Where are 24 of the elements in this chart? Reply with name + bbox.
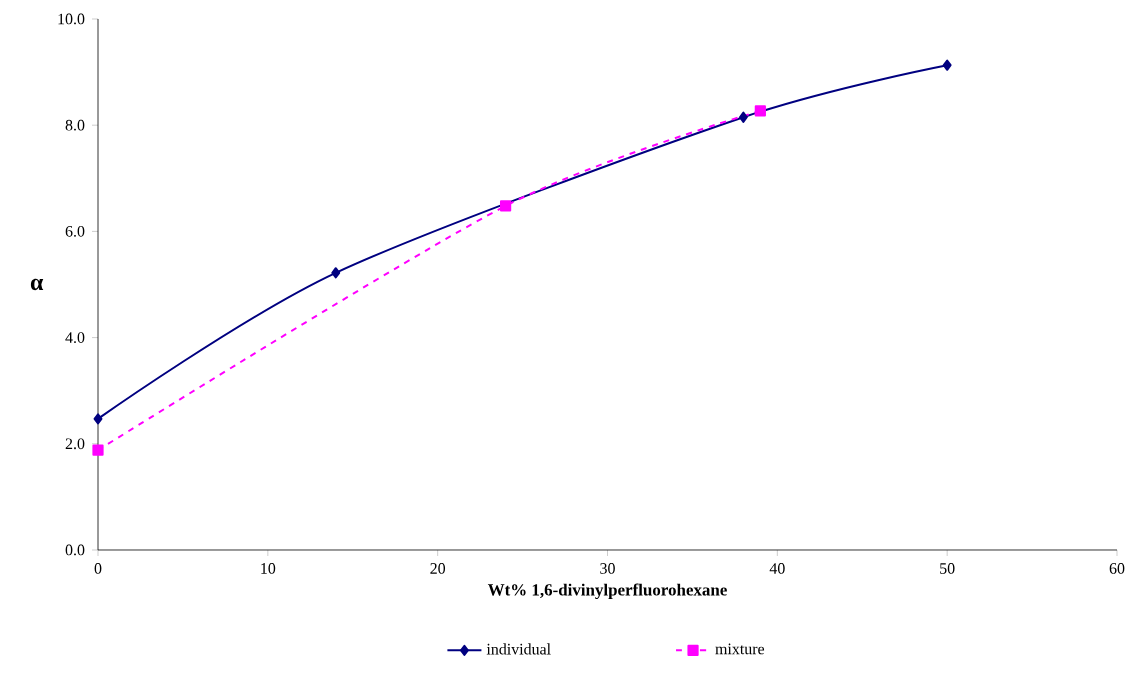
y-tick-label: 4.0 (65, 332, 85, 343)
point (754, 105, 766, 117)
y-axis-title: α (30, 278, 44, 291)
x-tick-label: 50 (940, 563, 955, 574)
legend-label: individual (486, 643, 551, 655)
x-tick-label: 60 (1109, 563, 1125, 574)
point (93, 413, 103, 425)
point (500, 200, 512, 212)
y-tick-label: 2.0 (65, 438, 85, 450)
point (92, 444, 104, 456)
x-axis-title: Wt% 1,6-divinylperfluorohexane (487, 583, 727, 600)
x-tick-label: 10 (261, 563, 276, 574)
y-tick-label: 10.0 (58, 13, 85, 25)
point (331, 267, 341, 279)
point (738, 111, 748, 123)
legend-label: mixture (715, 643, 765, 655)
y-tick-label: 8.0 (65, 119, 85, 131)
x-tick-label: 40 (769, 563, 785, 574)
y-tick-label: 6.0 (65, 225, 85, 237)
y-tick-label: 0.0 (65, 544, 85, 556)
x-tick-label: 30 (600, 563, 615, 574)
x-tick-label: 20 (430, 563, 446, 574)
x-tick-label: 0 (94, 563, 102, 574)
point (942, 59, 952, 71)
